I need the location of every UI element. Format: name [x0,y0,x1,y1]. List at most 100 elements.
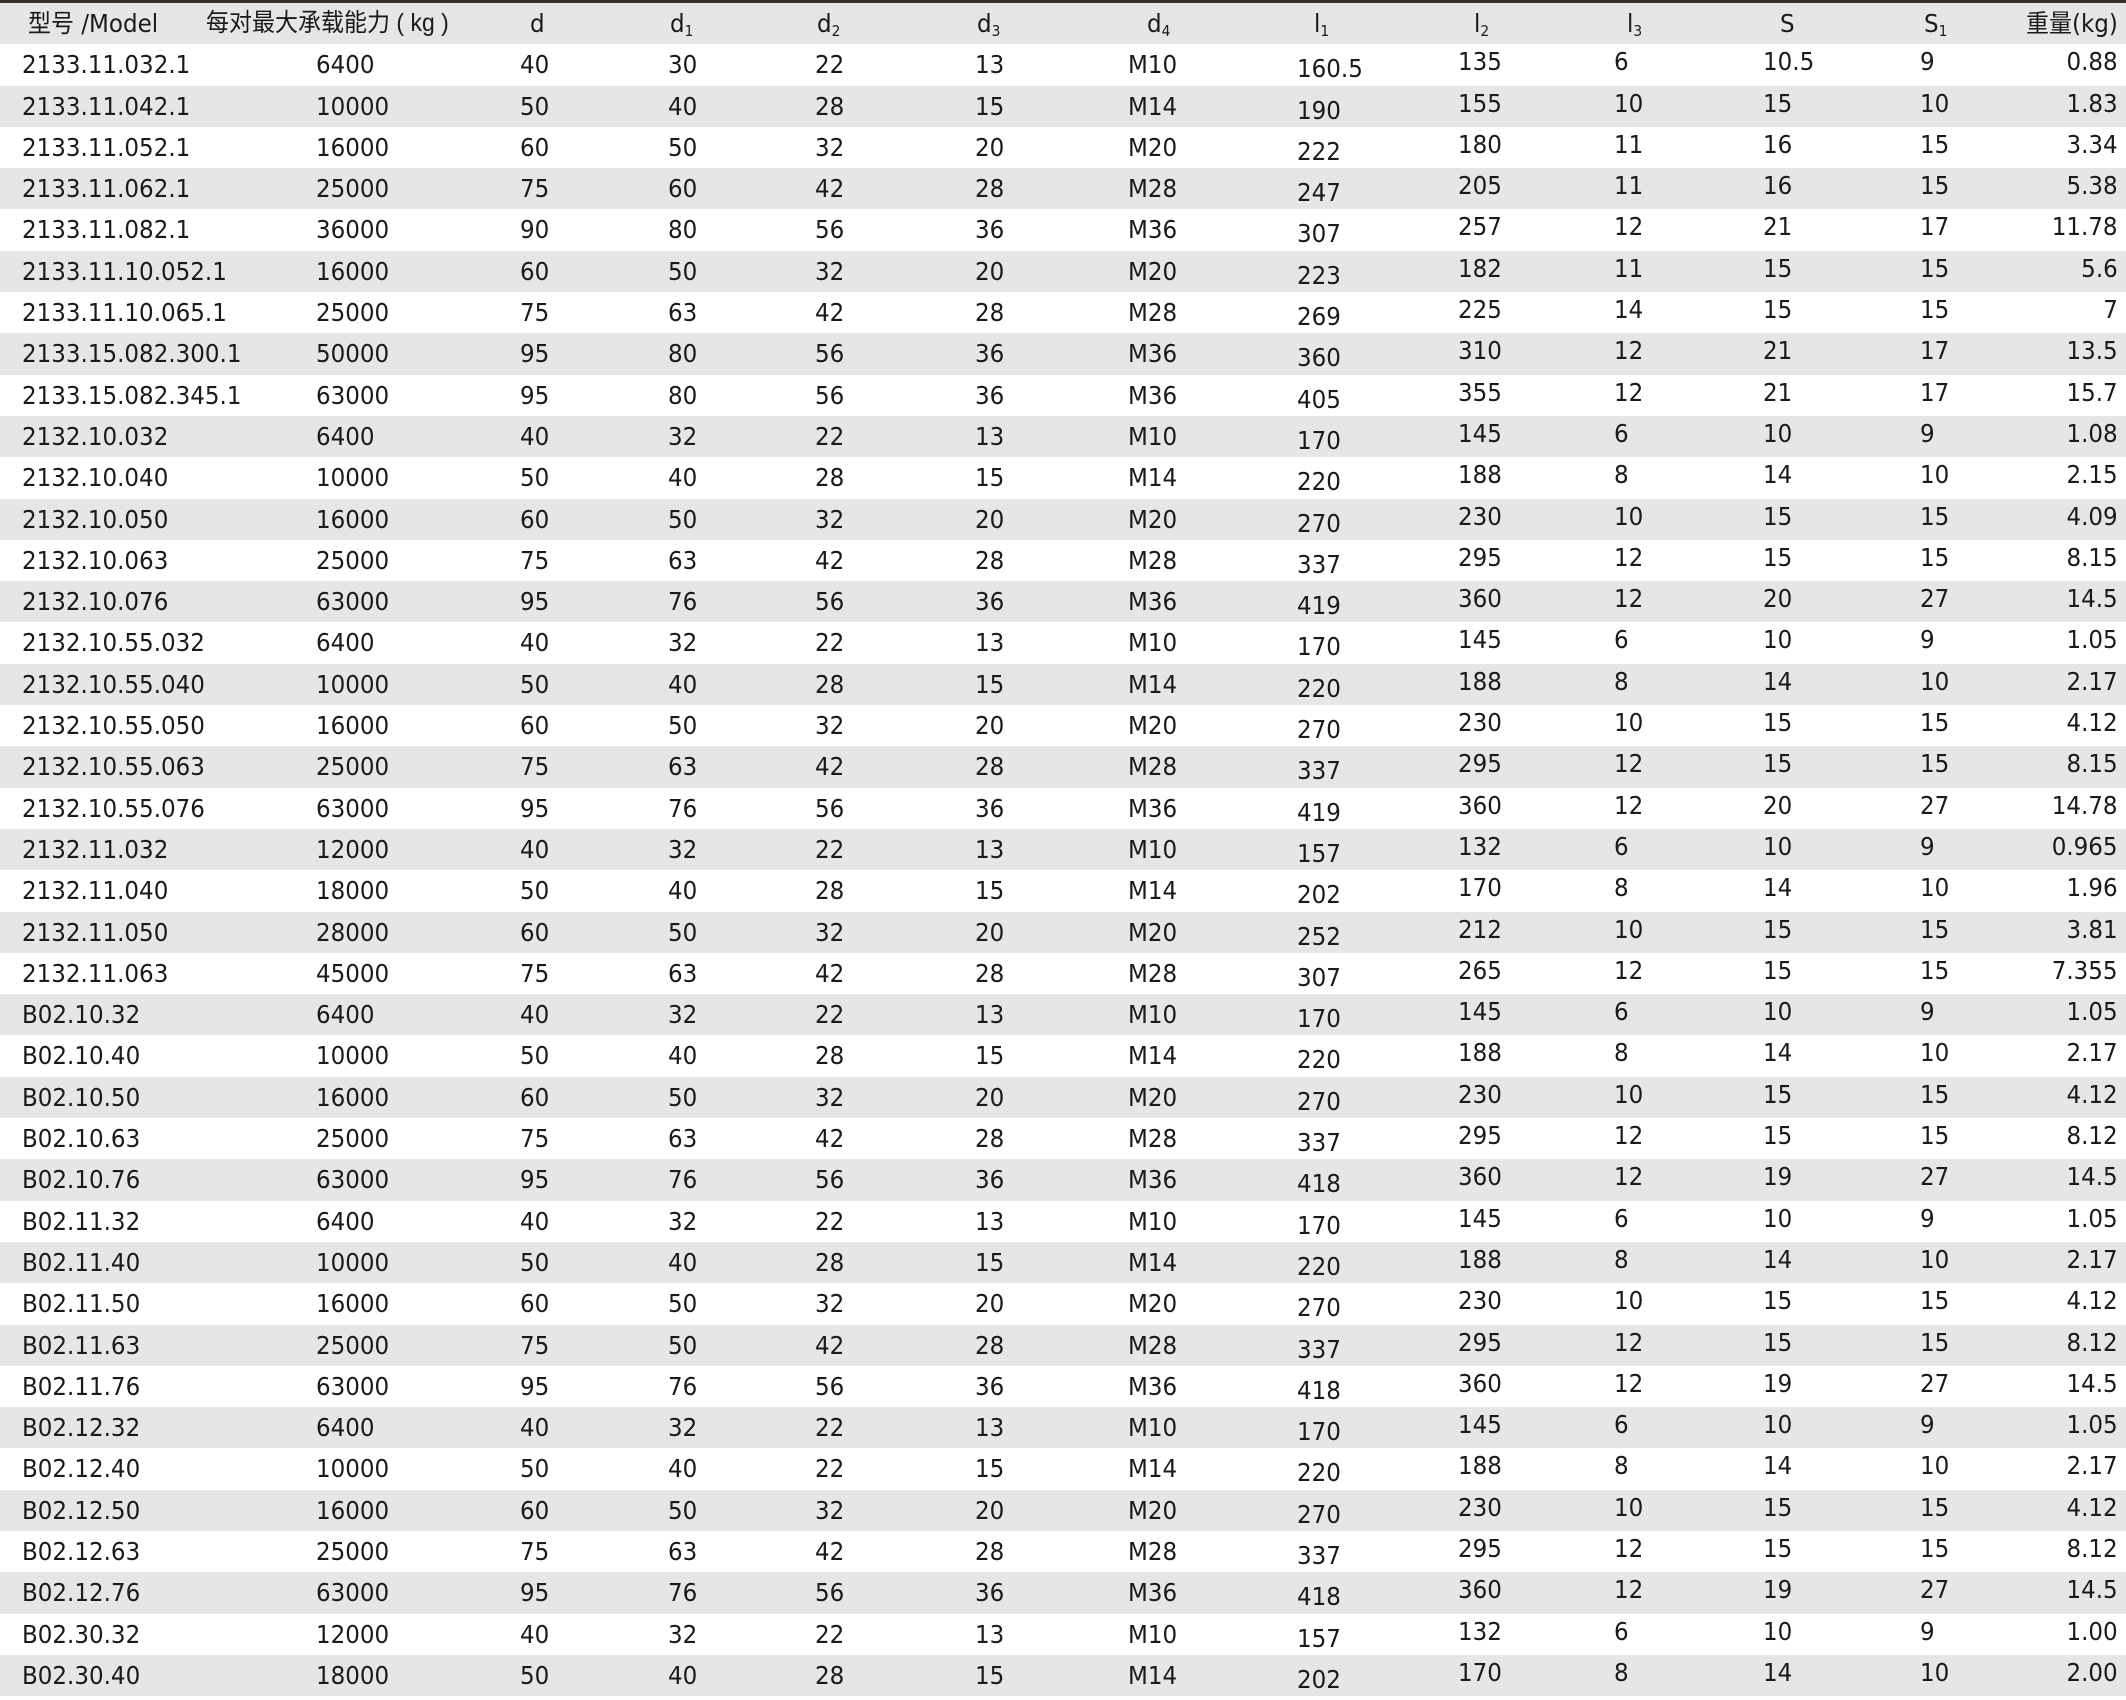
table-cell: 6400 [316,1206,375,1236]
table-cell: 2132.10.55.040 [22,669,205,699]
table-cell: 28000 [316,917,390,947]
table-cell: 14 [1763,1038,1793,1068]
table-cell: 63000 [316,1371,390,1401]
table-cell: 15 [975,1041,1005,1071]
table-cell: 132 [1458,831,1502,861]
table-cell: 50 [668,1082,698,1112]
table-cell: 2132.10.55.063 [22,752,205,782]
table-cell: 10 [1763,1203,1793,1233]
table-cell: B02.10.40 [22,1041,141,1071]
table-cell: 15 [1763,1079,1793,1109]
table-cell: 188 [1458,1451,1502,1481]
table-cell: 9 [1920,831,1935,861]
table-cell: M20 [1128,917,1178,947]
table-cell: M20 [1128,1082,1178,1112]
table-row: B02.10.76 63000 95 76 56 36 M36 418 360 12 19 27 14.… [0,1159,2126,1201]
table-cell: 202 [1297,880,1341,910]
table-cell: 16000 [316,256,390,286]
table-cell: 27 [1920,1162,1950,1192]
table-cell: 15 [1920,914,1950,944]
table-cell: 0.965 [2052,831,2118,861]
table-cell: 16 [1763,129,1793,159]
table-cell: M14 [1128,1041,1178,1071]
table-cell: 15 [975,1247,1005,1277]
table-cell: 2133.11.052.1 [22,132,191,162]
table-cell: 170 [1458,873,1502,903]
table-cell: 76 [668,793,698,823]
table-cell: 2132.10.032 [22,421,169,451]
table-cell: 18000 [316,876,390,906]
table-cell: 2.00 [2066,1657,2118,1687]
table-cell: 12 [1614,584,1644,614]
table-row: 2132.10.55.040 10000 50 40 28 15 M14 220 188 8 14 1… [0,663,2126,706]
table-cell: 50 [668,917,698,947]
table-cell: 13 [975,1619,1005,1649]
table-cell: 32 [668,1619,698,1649]
table-cell: 15 [1763,749,1793,779]
table-cell: 40 [668,91,698,121]
table-cell: 1.05 [2066,1203,2118,1233]
table-cell: 21 [1763,212,1793,242]
table-row: 2133.11.10.065.1 25000 75 63 42 28 M28 269 225 14… [0,292,2126,333]
table-cell: 36 [975,1371,1005,1401]
table-cell: B02.11.32 [22,1206,141,1236]
table-cell: 60 [520,256,550,286]
table-cell: M36 [1128,1165,1178,1195]
table-cell: 223 [1297,260,1341,290]
table-cell: B02.10.32 [22,1000,141,1030]
table-cell: 95 [520,587,550,617]
table-cell: 220 [1297,1045,1341,1075]
table-cell: 25000 [316,1536,390,1566]
table-cell: M14 [1128,876,1178,906]
table-cell: 20 [975,256,1005,286]
table-cell: 8 [1614,666,1629,696]
table-cell: 2133.11.10.052.1 [22,256,227,286]
table-cell: 10.5 [1763,47,1815,77]
table-cell: 42 [815,752,845,782]
table-cell: 10 [1920,1244,1950,1274]
table-cell: 360 [1458,1162,1502,1192]
table-cell: 170 [1458,1657,1502,1687]
table-cell: 20 [975,504,1005,534]
table-cell: 220 [1297,673,1341,703]
table-cell: 1.00 [2066,1616,2118,1646]
table-cell: B02.10.76 [22,1165,141,1195]
table-cell: 13 [975,1000,1005,1030]
table-cell: 20 [1763,584,1793,614]
table-cell: 63000 [316,380,390,410]
table-cell: 6 [1614,418,1629,448]
table-cell: 16000 [316,1289,390,1319]
table-cell: 15 [1920,129,1950,159]
table-cell: 2132.10.063 [22,545,169,575]
table-cell: 270 [1297,1293,1341,1323]
table-cell: 14.5 [2066,1368,2118,1398]
table-cell: 4.12 [2066,1492,2118,1522]
table-cell: 10000 [316,463,390,493]
table-cell: 10000 [316,1247,390,1277]
table-cell: 12 [1614,542,1644,572]
table-cell: 42 [815,1124,845,1154]
table-cell: 32 [668,834,698,864]
table-cell: 418 [1297,1169,1341,1199]
table-cell: 63000 [316,1165,390,1195]
table-cell: 56 [815,339,845,369]
table-cell: 230 [1458,1079,1502,1109]
table-cell: 13 [975,421,1005,451]
column-header-label: 型号 /Model [28,9,159,38]
table-cell: 40 [520,1000,550,1030]
table-cell: 50 [668,1495,698,1525]
table-cell: B02.12.40 [22,1454,141,1484]
table-cell: 40 [668,1247,698,1277]
table-cell: 8.15 [2066,749,2118,779]
column-header-label: d [977,9,992,38]
table-cell: 56 [815,1165,845,1195]
table-body: 2133.11.032.1 6400 40 30 22 13 M10 160.5 135 6 10.… [0,44,2126,1697]
table-cell: 36 [975,339,1005,369]
table-cell: 36 [975,793,1005,823]
table-cell: 10 [1763,418,1793,448]
table-cell: 75 [520,752,550,782]
table-cell: 16000 [316,132,390,162]
table-cell: 12 [1614,955,1644,985]
table-header: 型号 /Model 每对最大承载能力 ( kg ) d d1 d2 d3 d4 l1 l2 l3 S… [0,3,2126,45]
table-cell: 2132.11.050 [22,917,169,947]
